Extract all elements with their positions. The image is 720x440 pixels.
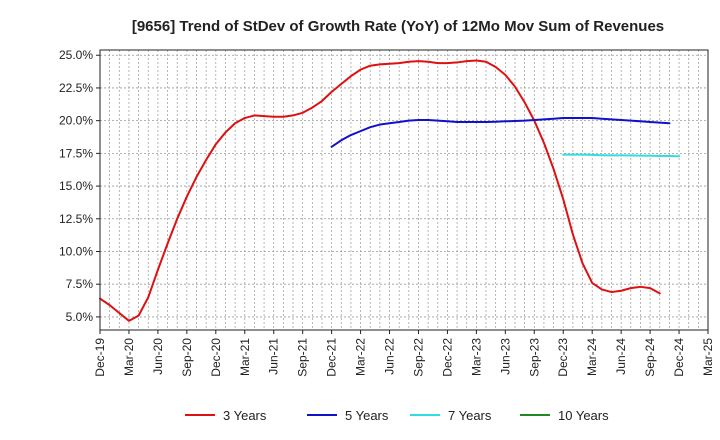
legend-label: 3 Years <box>223 408 267 423</box>
y-tick-label: 17.5% <box>59 146 93 160</box>
y-tick-label: 22.5% <box>59 81 93 95</box>
y-tick-label: 20.0% <box>59 114 93 128</box>
chart: [9656] Trend of StDev of Growth Rate (Yo… <box>0 0 720 440</box>
x-tick-label: Jun-21 <box>267 338 281 375</box>
x-tick-label: Mar-23 <box>469 338 483 376</box>
x-tick-label: Sep-23 <box>527 338 541 377</box>
legend-label: 10 Years <box>558 408 609 423</box>
legend-label: 5 Years <box>345 408 389 423</box>
x-tick-label: Dec-21 <box>325 338 339 377</box>
x-tick-label: Jun-23 <box>498 338 512 375</box>
x-tick-label: Dec-20 <box>209 338 223 377</box>
x-tick-label: Mar-24 <box>585 338 599 376</box>
legend-label: 7 Years <box>448 408 492 423</box>
x-tick-label: Mar-20 <box>122 338 136 376</box>
y-tick-label: 25.0% <box>59 48 93 62</box>
x-axis: Dec-19 Mar-20 Jun-20 Sep-20 Dec-20 Mar-21 Jun-… <box>93 330 715 377</box>
y-tick-label: 10.0% <box>59 244 93 258</box>
x-tick-label: Jun-22 <box>383 338 397 375</box>
y-tick-label: 12.5% <box>59 212 93 226</box>
y-tick-label: 5.0% <box>66 310 94 324</box>
x-tick-label: Sep-20 <box>180 338 194 377</box>
x-tick-label: Sep-24 <box>643 338 657 377</box>
x-tick-label: Dec-19 <box>93 338 107 377</box>
y-tick-label: 7.5% <box>66 277 94 291</box>
x-tick-label: Dec-24 <box>672 338 686 377</box>
x-tick-label: Dec-23 <box>556 338 570 377</box>
x-tick-label: Sep-22 <box>411 338 425 377</box>
x-tick-label: Mar-21 <box>238 338 252 376</box>
y-tick-label: 15.0% <box>59 179 93 193</box>
x-tick-label: Mar-22 <box>354 338 368 376</box>
x-tick-label: Dec-22 <box>440 338 454 377</box>
x-tick-label: Jun-24 <box>614 338 628 375</box>
x-tick-label: Mar-25 <box>701 338 715 376</box>
chart-title: [9656] Trend of StDev of Growth Rate (Yo… <box>132 18 664 35</box>
x-tick-label: Sep-21 <box>296 338 310 377</box>
y-axis: 5.0% 7.5% 10.0% 12.5% 15.0% 17.5% 20.0% 22.5% 25… <box>59 48 100 324</box>
plot-area <box>100 50 708 330</box>
legend: 3 Years 5 Years 7 Years 10 Years <box>185 408 609 423</box>
x-tick-label: Jun-20 <box>151 338 165 375</box>
